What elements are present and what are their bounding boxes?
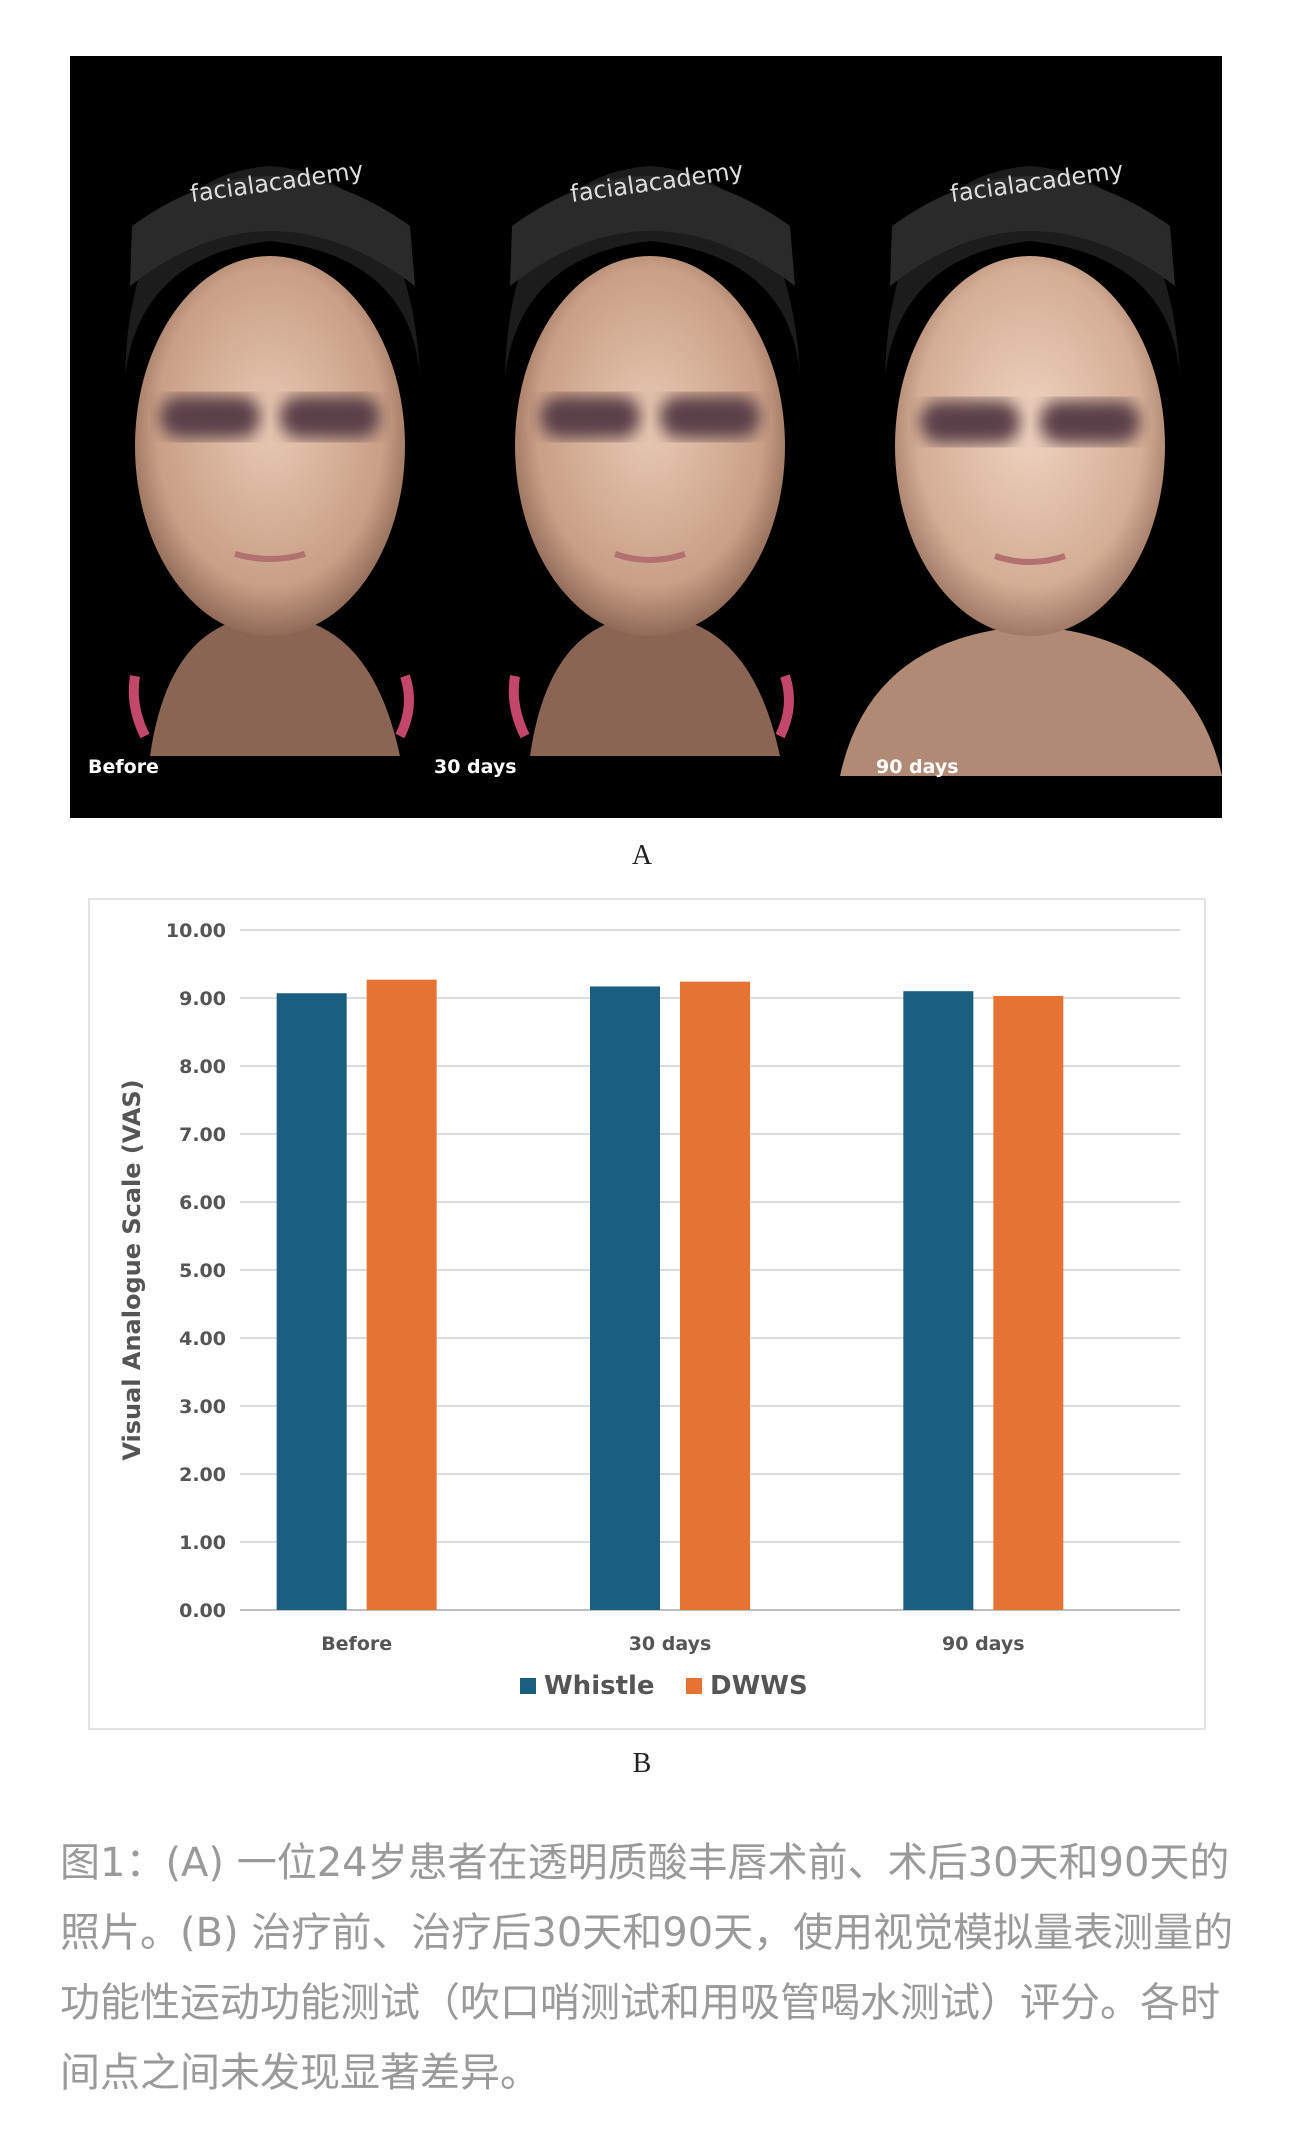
x-tick-label: 30 days bbox=[629, 1633, 712, 1655]
photo-caption-90-days: 90 days bbox=[876, 756, 959, 778]
panel-label-b: B bbox=[632, 1748, 652, 1779]
panel-label-a: A bbox=[631, 840, 653, 871]
y-tick-label: 1.00 bbox=[179, 1532, 226, 1554]
y-tick-label: 6.00 bbox=[179, 1192, 226, 1214]
vas-bar-chart-frame: 0.00 1.00 2.00 3.00 4.00 5.00 6.00 7.00 8.00 9.00… bbox=[88, 898, 1206, 1730]
y-tick-label: 5.00 bbox=[179, 1260, 226, 1282]
y-axis-label: Visual Analogue Scale (VAS) bbox=[118, 1079, 146, 1460]
bar bbox=[680, 981, 750, 1610]
bar bbox=[366, 979, 437, 1610]
y-tick-label: 4.00 bbox=[179, 1328, 226, 1350]
y-tick-label: 10.00 bbox=[166, 920, 226, 942]
legend-swatch bbox=[520, 1678, 536, 1694]
y-tick-label: 2.00 bbox=[179, 1464, 226, 1486]
x-tick-label: 90 days bbox=[942, 1633, 1025, 1655]
bar bbox=[276, 993, 347, 1610]
face-30-days bbox=[505, 166, 800, 756]
face-90-days bbox=[840, 166, 1222, 776]
y-tick-label: 7.00 bbox=[179, 1124, 226, 1146]
bar bbox=[590, 986, 660, 1610]
photo-caption-30-days: 30 days bbox=[434, 756, 517, 778]
figure-caption: 图1：(A) 一位24岁患者在透明质酸丰唇术前、术后30天和90天的照片。(B)… bbox=[60, 1840, 1234, 2096]
bar bbox=[993, 995, 1064, 1610]
legend-label: Whistle bbox=[544, 1671, 655, 1701]
bar bbox=[903, 991, 974, 1610]
y-tick-label: 8.00 bbox=[179, 1056, 226, 1078]
legend-label: DWWS bbox=[710, 1671, 808, 1701]
vas-bar-chart: 0.00 1.00 2.00 3.00 4.00 5.00 6.00 7.00 8.00 9.00… bbox=[118, 920, 1180, 1701]
before-after-photos: facialacademy facialacademy facialacadem… bbox=[70, 56, 1222, 818]
y-tick-label: 3.00 bbox=[179, 1396, 226, 1418]
face-before bbox=[125, 166, 420, 756]
y-tick-label: 9.00 bbox=[179, 988, 226, 1010]
y-tick-label: 0.00 bbox=[179, 1600, 226, 1622]
legend-swatch bbox=[686, 1678, 702, 1694]
photo-caption-before: Before bbox=[88, 756, 159, 778]
faces-illustration: facialacademy facialacademy facialacadem… bbox=[125, 156, 1222, 776]
x-tick-label: Before bbox=[321, 1633, 392, 1655]
